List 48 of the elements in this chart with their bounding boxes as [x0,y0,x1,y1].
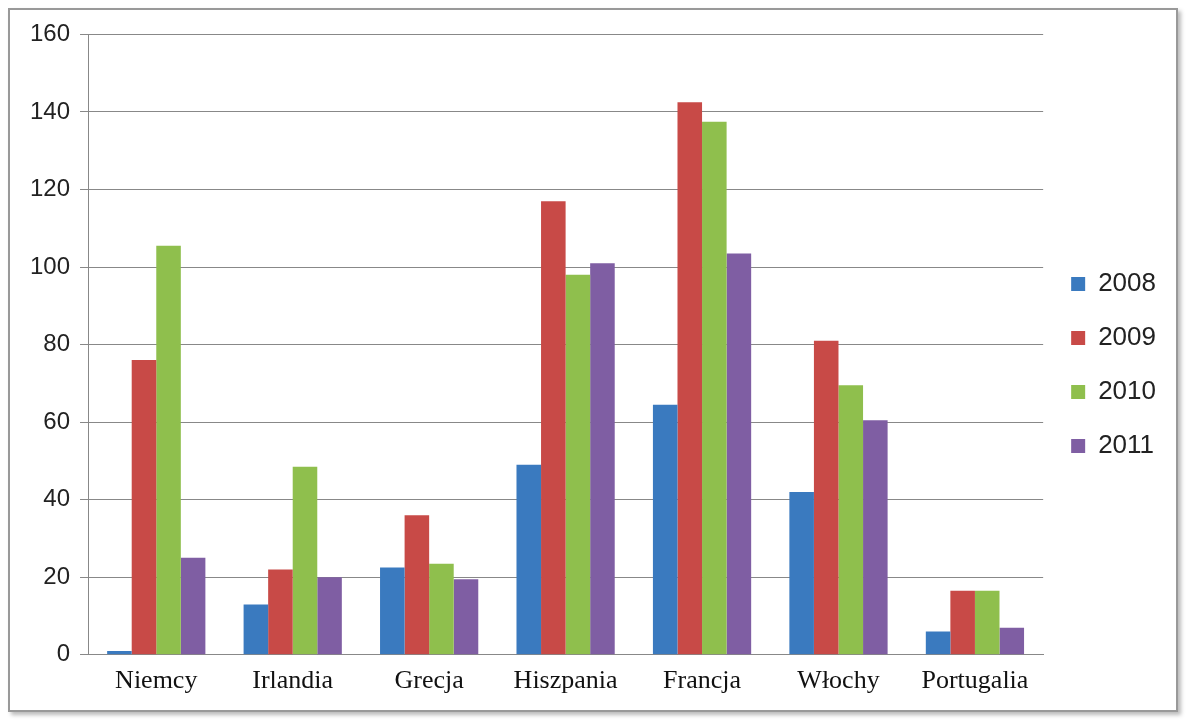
bar [652,404,678,655]
bar [243,604,269,655]
bar [541,201,566,655]
bar [950,590,975,655]
bar [268,569,293,655]
y-tick-label: 80 [43,329,71,357]
bar [131,360,157,655]
x-tick-label: Grecja [394,665,465,695]
legend-label: 2011 [1098,429,1155,460]
x-tick-label: Niemcy [115,665,198,695]
bar [677,102,703,655]
bar [516,464,542,655]
bar [156,245,181,655]
bar [292,466,318,655]
bar [999,627,1025,655]
bar [974,590,1000,655]
y-tick-label: 60 [43,406,71,434]
bar [925,631,951,655]
x-tick-label: Włochy [797,665,880,695]
bar [429,563,454,655]
x-tick-label: Hiszpania [513,665,619,695]
y-tick-label: 0 [56,639,71,667]
y-tick-label: 160 [30,19,71,47]
legend-label: 2009 [1098,321,1156,352]
y-tick-label: 120 [30,174,71,202]
bar [317,577,342,655]
x-tick-label: Portugalia [921,665,1029,695]
bar [863,420,888,655]
x-tick-label: Irlandia [252,665,334,695]
bar [107,650,132,655]
y-tick-label: 140 [30,96,71,124]
bar [565,274,591,655]
legend-label: 2010 [1098,375,1156,406]
bar [838,385,864,655]
bar [789,491,814,655]
y-tick-label: 100 [30,251,71,279]
bar [404,515,430,655]
legend-label: 2008 [1098,267,1156,298]
bar [702,121,727,655]
bar [453,579,479,655]
bar [380,567,405,655]
bar [180,557,206,655]
y-tick-label: 20 [43,561,71,589]
bar [813,340,839,655]
bar [726,253,752,655]
y-tick-label: 40 [43,484,71,512]
x-tick-label: Francja [663,665,742,695]
bar [590,263,615,655]
